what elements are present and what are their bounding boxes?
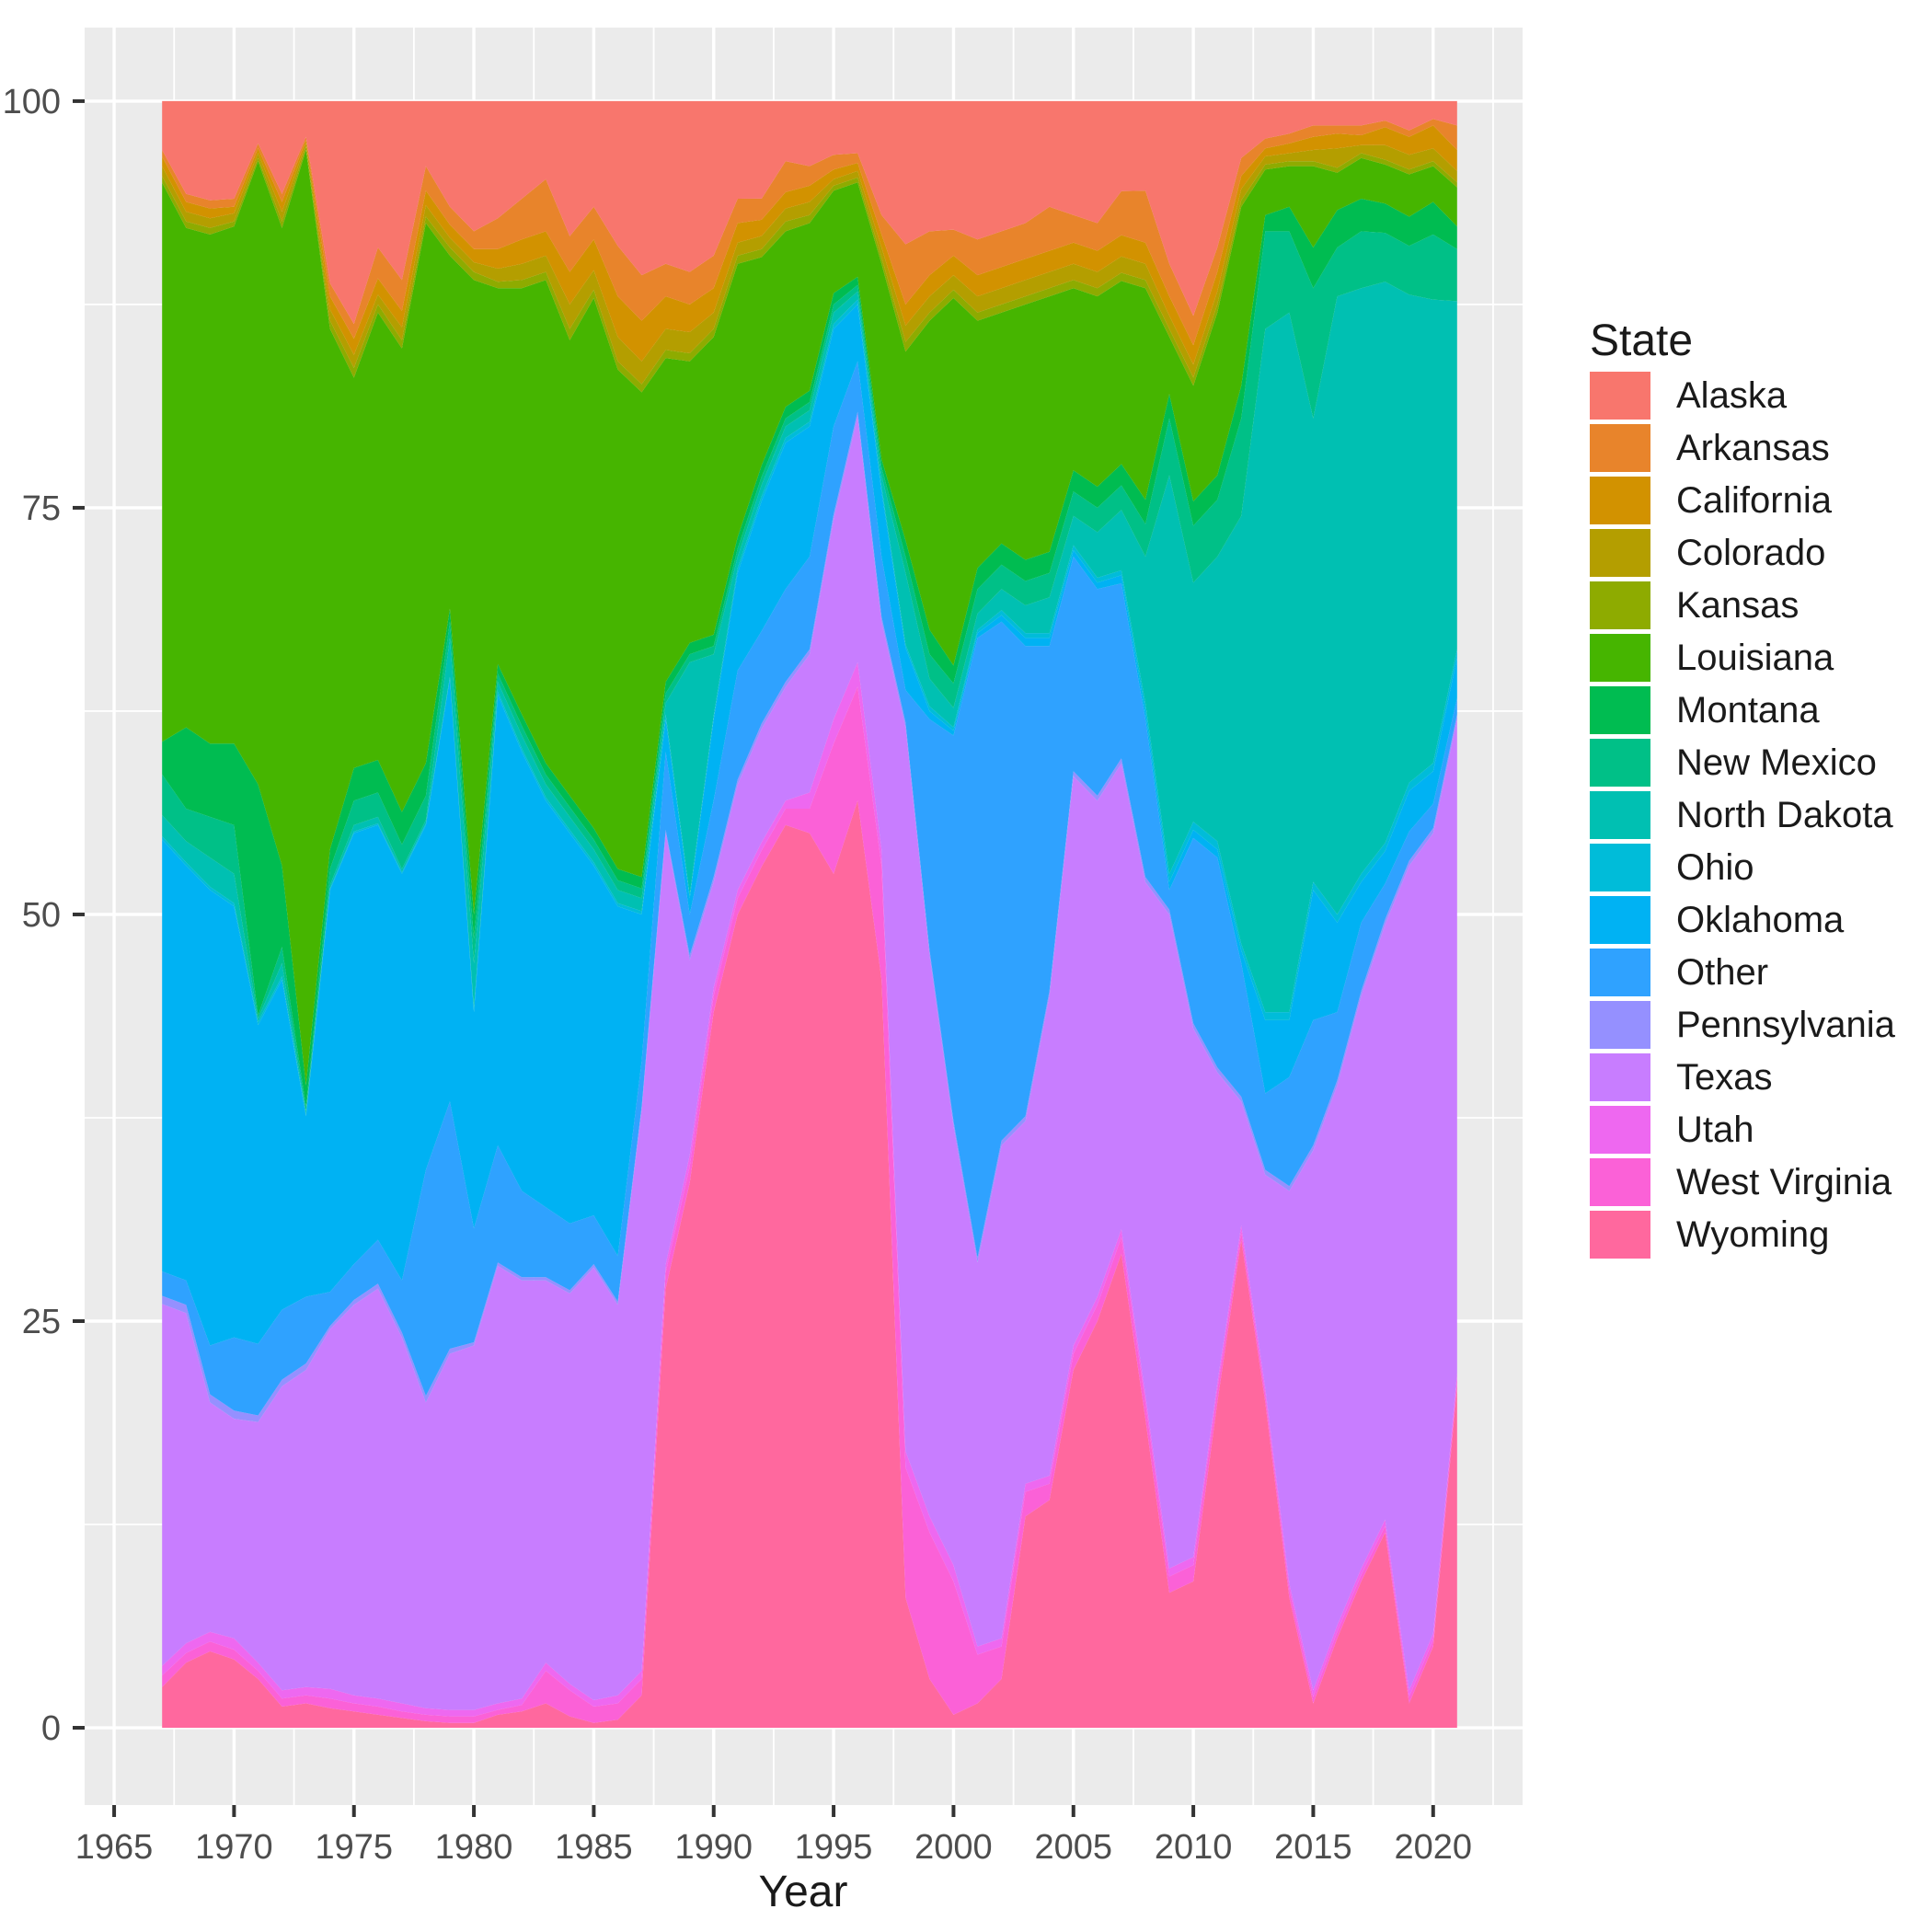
legend-swatch	[1590, 529, 1650, 577]
legend-swatch	[1590, 477, 1650, 524]
area-north-dakota	[162, 282, 1457, 1115]
legend-entry-arkansas: Arkansas	[1590, 424, 1830, 472]
legend-title: State	[1590, 316, 1693, 365]
x-tick-label: 2020	[1394, 1828, 1472, 1867]
legend-entry-pennsylvania: Pennsylvania	[1590, 1001, 1896, 1049]
legend-entry-other: Other	[1590, 949, 1768, 996]
area-wyoming	[162, 800, 1457, 1728]
legend-swatch	[1590, 739, 1650, 787]
legend-entry-alaska: Alaska	[1590, 372, 1788, 420]
x-axis-title: Year	[759, 1868, 848, 1916]
legend-label: Montana	[1676, 690, 1820, 730]
legend-swatch	[1590, 1211, 1650, 1259]
legend-swatch	[1590, 686, 1650, 734]
legend-entry-oklahoma: Oklahoma	[1590, 896, 1845, 944]
legend-label: California	[1676, 480, 1833, 521]
legend-label: Utah	[1676, 1110, 1754, 1150]
legend-swatch	[1590, 424, 1650, 472]
legend-label: Ohio	[1676, 847, 1754, 888]
legend-entry-montana: Montana	[1590, 686, 1820, 734]
legend-label: Louisiana	[1676, 638, 1834, 678]
legend-label: Arkansas	[1676, 428, 1830, 468]
legend-label: Kansas	[1676, 585, 1799, 626]
legend-entry-ohio: Ohio	[1590, 844, 1754, 891]
legend-swatch	[1590, 1053, 1650, 1101]
legend-swatch	[1590, 949, 1650, 996]
legend-label: Other	[1676, 952, 1768, 993]
x-tick-label: 1975	[315, 1828, 393, 1867]
y-tick-label: 25	[22, 1303, 61, 1341]
legend-swatch	[1590, 581, 1650, 629]
x-tick-label: 2015	[1274, 1828, 1352, 1867]
legend-entry-new-mexico: New Mexico	[1590, 739, 1877, 787]
x-tick-label: 1980	[435, 1828, 513, 1867]
legend-swatch	[1590, 791, 1650, 839]
legend-entry-kansas: Kansas	[1590, 581, 1799, 629]
x-tick-label: 1995	[795, 1828, 873, 1867]
area-louisiana	[162, 150, 1457, 1086]
x-tick-label: 1965	[75, 1828, 154, 1867]
legend-swatch	[1590, 844, 1650, 891]
legend-entry-california: California	[1590, 477, 1833, 524]
legend-label: West Virginia	[1676, 1162, 1892, 1202]
legend-label: Wyoming	[1676, 1214, 1829, 1255]
area-texas	[162, 416, 1457, 1710]
x-tick-label: 2000	[914, 1828, 993, 1867]
area-oklahoma	[162, 304, 1457, 1346]
area-new-mexico	[162, 231, 1457, 1111]
area-other	[162, 361, 1457, 1416]
x-tick-label: 1985	[555, 1828, 633, 1867]
legend-label: New Mexico	[1676, 742, 1877, 783]
x-tick-label: 1990	[674, 1828, 753, 1867]
y-tick-label: 100	[3, 83, 61, 121]
y-tick-label: 0	[41, 1709, 61, 1748]
legend-label: Colorado	[1676, 533, 1825, 573]
legend-entry-north-dakota: North Dakota	[1590, 791, 1893, 839]
legend-swatch	[1590, 896, 1650, 944]
area-alaska	[162, 100, 1457, 325]
y-tick-label: 75	[22, 489, 61, 528]
legend-entry-utah: Utah	[1590, 1106, 1754, 1154]
legend-label: North Dakota	[1676, 795, 1893, 835]
legend-label: Texas	[1676, 1057, 1773, 1098]
legend-label: Oklahoma	[1676, 900, 1845, 940]
legend-entry-wyoming: Wyoming	[1590, 1211, 1829, 1259]
legend-entry-west-virginia: West Virginia	[1590, 1158, 1892, 1206]
stacked-areas	[162, 100, 1457, 1728]
y-tick-label: 50	[22, 896, 61, 935]
legend-label: Pennsylvania	[1676, 1005, 1896, 1045]
x-tick-label: 2005	[1034, 1828, 1112, 1867]
legend-swatch	[1590, 1106, 1650, 1154]
legend-swatch	[1590, 1158, 1650, 1206]
legend-swatch	[1590, 634, 1650, 682]
x-tick-label: 1970	[195, 1828, 273, 1867]
axes: 0 25 50 75 100 1965 1970 1975 1980 1985 1990 1995 20…	[3, 83, 1472, 1867]
legend-entry-colorado: Colorado	[1590, 529, 1825, 577]
legend-swatch	[1590, 372, 1650, 420]
legend-entry-louisiana: Louisiana	[1590, 634, 1834, 682]
legend-entry-texas: Texas	[1590, 1053, 1773, 1101]
legend-swatch	[1590, 1001, 1650, 1049]
legend: State Alaska Arkansas California Colorado Ka…	[1590, 316, 1896, 1259]
legend-label: Alaska	[1676, 375, 1788, 416]
x-tick-label: 2010	[1155, 1828, 1233, 1867]
